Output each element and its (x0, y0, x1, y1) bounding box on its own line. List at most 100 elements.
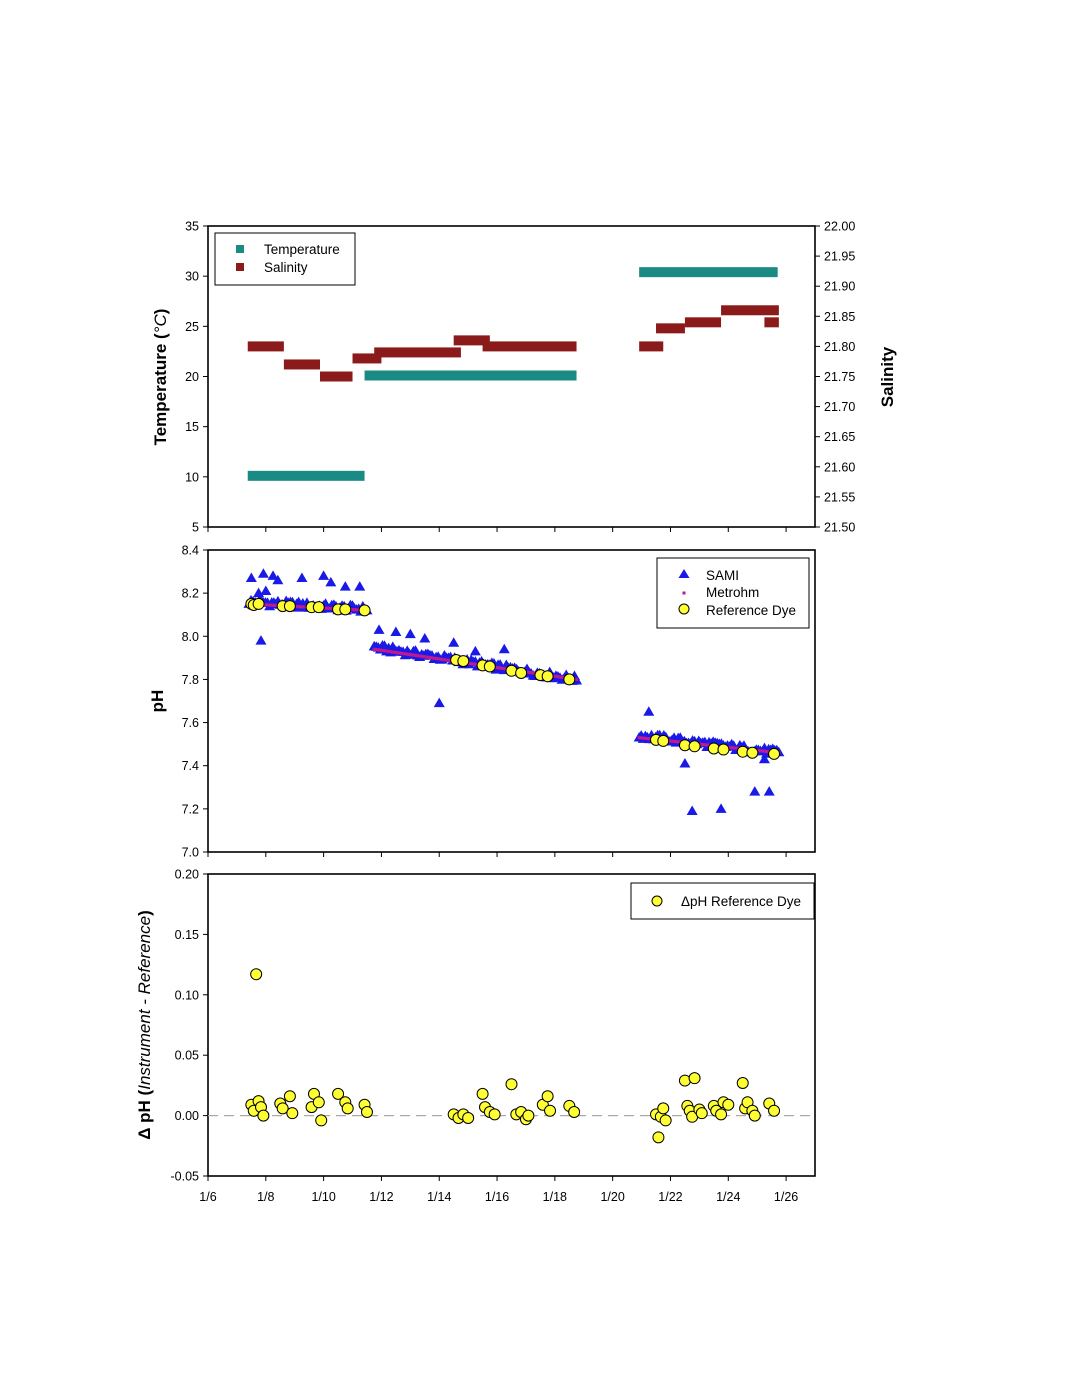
delta-ph-point (257, 1109, 270, 1122)
y2-tick-label: 21.80 (824, 340, 855, 354)
x-tick-label: 1/10 (311, 1190, 335, 1204)
delta-ph-point (768, 1104, 781, 1117)
plot-frame (207, 549, 816, 853)
delta-ph-point (688, 1072, 701, 1085)
y-tick-label: 7.0 (182, 846, 199, 860)
salinity-segment (656, 323, 685, 334)
x-tick-label: 1/16 (485, 1190, 509, 1204)
ph-panel: 7.0 7.2 7.4 7.6 7.8 8.0 8.2 8.4 pH SAMI Metrohm… (148, 544, 816, 860)
delta-ph-point (286, 1107, 299, 1120)
series-marks (247, 267, 779, 481)
temperature-salinity-panel: 5 10 15 20 25 30 35 21.50 21.55 21.60 21.65 21.70 21… (151, 220, 897, 535)
delta-ph-point (276, 1102, 289, 1115)
legend: Temperature Salinity (214, 232, 356, 286)
sami-outlier (498, 643, 510, 654)
y2-axis-title: Salinity (878, 346, 897, 407)
sami-outlier (763, 786, 775, 796)
sami-outlier (749, 786, 761, 796)
delta-ph-point (250, 968, 263, 981)
y-tick-label: 15 (185, 420, 199, 434)
delta-ph-point (476, 1087, 489, 1100)
y2-tick-label: 22.00 (824, 220, 855, 234)
reference-dye-point (563, 673, 576, 686)
reference-dye-point (768, 747, 781, 760)
legend-label-metrohm: Metrohm (706, 585, 759, 600)
sami-outlier (318, 570, 330, 580)
x-tick-label: 1/18 (543, 1190, 567, 1204)
reference-dye-point (483, 660, 496, 673)
reference-dye-point (339, 603, 352, 616)
sami-outlier (448, 637, 460, 647)
delta-ph-point (312, 1096, 325, 1109)
reference-dye-point (657, 734, 670, 747)
delta-ph-point (462, 1112, 475, 1125)
sami-outlier (715, 803, 727, 813)
reference-dye-point (688, 740, 701, 753)
sami-outlier (245, 572, 257, 583)
legend-marker-reference-dye (678, 603, 690, 615)
reference-dye-point (746, 746, 759, 759)
sami-outlier (373, 624, 385, 634)
y-tick-label: 0.15 (175, 928, 199, 942)
delta-ph-point (283, 1090, 296, 1103)
sami-outlier (267, 570, 279, 580)
reference-dye-point (717, 743, 730, 756)
sami-outlier (469, 645, 481, 656)
y-tick-label: 7.2 (182, 802, 199, 816)
delta-ph-point (522, 1109, 535, 1122)
sami-outlier (419, 632, 431, 643)
salinity-segment (374, 347, 461, 358)
series-marks (243, 568, 785, 816)
temperature-segment (364, 370, 577, 381)
temperature-segment (247, 470, 365, 481)
sami-outlier (758, 753, 770, 764)
sami-outlier (272, 574, 284, 585)
delta-ph-point (541, 1090, 554, 1103)
delta-ph-point (652, 1131, 665, 1144)
sami-outlier (686, 805, 698, 816)
delta-ph-point (715, 1108, 728, 1121)
y2-tick-label: 21.70 (824, 400, 855, 414)
x-tick-label: 1/20 (600, 1190, 624, 1204)
legend-marker-metrohm (682, 591, 686, 595)
y-tick-label: 20 (185, 370, 199, 384)
delta-ph-point (488, 1108, 501, 1121)
delta-ph-point (360, 1105, 373, 1118)
sami-outlier (404, 628, 416, 639)
y-tick-label: 7.8 (182, 673, 199, 687)
delta-ph-point (332, 1087, 345, 1100)
y-tick-label: 8.0 (182, 630, 199, 644)
legend-label-delta-ph: ΔpH Reference Dye (681, 894, 801, 909)
x-tick-label: 1/14 (427, 1190, 451, 1204)
sami-outlier (257, 568, 269, 578)
y2-tick-label: 21.65 (824, 430, 855, 444)
delta-ph-point (657, 1102, 670, 1115)
y2-tick-label: 21.95 (824, 250, 855, 264)
y-tick-label: 25 (185, 320, 199, 334)
legend-marker-delta-ph (651, 895, 663, 907)
legend-label-salinity: Salinity (264, 260, 308, 275)
x-tick-label: 1/12 (369, 1190, 393, 1204)
salinity-segment (482, 341, 577, 352)
legend-marker-temperature (236, 245, 244, 253)
legend: SAMI Metrohm Reference Dye (656, 557, 810, 629)
y-tick-label: -0.05 (171, 1170, 200, 1184)
y-tick-label: 7.4 (182, 759, 199, 773)
y-tick-label: 0.00 (175, 1109, 199, 1123)
salinity-segment (721, 305, 779, 316)
y2-tick-label: 21.90 (824, 280, 855, 294)
legend-label-temperature: Temperature (264, 242, 340, 257)
reference-dye-point (312, 601, 325, 614)
reference-dye-point (515, 666, 528, 679)
delta-ph-point (748, 1109, 761, 1122)
delta-ph-panel: -0.05 0.00 0.05 0.10 0.15 0.20 1/6 1/8 1/10 1/12 1… (135, 868, 816, 1204)
y2-tick-label: 21.85 (824, 310, 855, 324)
delta-ph-point (568, 1105, 581, 1118)
plot-frame (207, 873, 816, 1177)
y-tick-label: 0.05 (175, 1049, 199, 1063)
x-tick-label: 1/22 (658, 1190, 682, 1204)
salinity-segment (764, 317, 779, 328)
y-axis-title: pH (148, 690, 167, 713)
sami-outlier (643, 706, 655, 716)
salinity-segment (352, 353, 382, 364)
